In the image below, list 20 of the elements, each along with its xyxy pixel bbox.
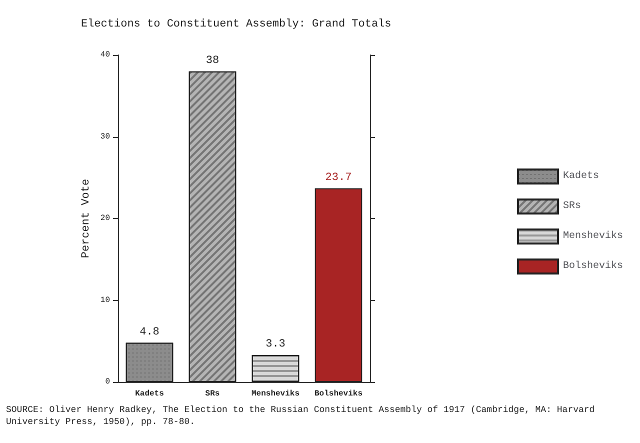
data-label: 4.8 (140, 326, 160, 338)
y-axis-title: Percent Vote (80, 178, 92, 258)
legend-label: SRs (562, 201, 582, 212)
legend-label: Kadets (562, 170, 600, 182)
chart-title: Elections to Constituent Assembly: Grand Totals (81, 18, 392, 30)
y-tick-label: 10 (100, 296, 110, 305)
x-tick-label: Mensheviks (251, 390, 300, 398)
y-tick-label: 0 (105, 378, 110, 386)
y-tick-label: 20 (100, 214, 110, 223)
legend-label: Mensheviks (562, 230, 624, 242)
x-tick-label: Bolsheviks (314, 390, 363, 398)
y-tick-label: 30 (100, 132, 110, 142)
x-tick-label: Kadets (135, 390, 164, 398)
legend-label: Bolsheviks (562, 260, 624, 272)
source-note: SOURCE: Oliver Henry Radkey, The Election to the Russian Constituent Assembly of 1917 (Cambridge, MA: Harvard University Press, 1950), pp. 78-80. (6, 405, 600, 427)
data-label: 23.7 (325, 172, 352, 184)
y-tick-label: 40 (100, 50, 110, 60)
x-tick-label: SRs (205, 390, 220, 398)
data-label: 3.3 (266, 338, 286, 351)
data-label: 38 (206, 54, 220, 67)
